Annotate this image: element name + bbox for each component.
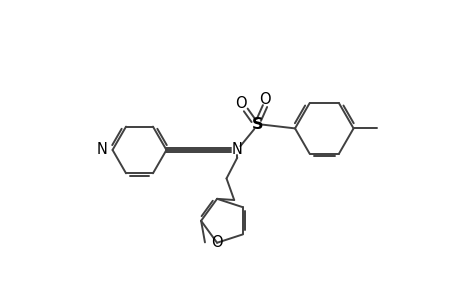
Text: N: N: [97, 142, 108, 158]
Text: N: N: [231, 142, 242, 158]
Text: O: O: [258, 92, 270, 107]
Text: O: O: [211, 235, 223, 250]
Text: S: S: [251, 117, 263, 132]
Text: O: O: [235, 96, 246, 111]
